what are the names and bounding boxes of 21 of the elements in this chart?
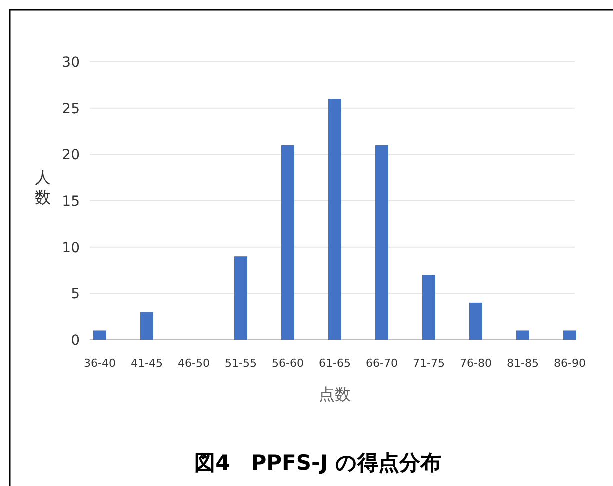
x-tick-label: 61-65: [319, 357, 351, 370]
x-tick-label: 36-40: [84, 357, 116, 370]
x-tick-label: 86-90: [554, 357, 586, 370]
y-tick-label: 10: [62, 240, 80, 256]
x-tick-label: 46-50: [178, 357, 210, 370]
x-tick-label: 66-70: [366, 357, 398, 370]
x-tick-label: 56-60: [272, 357, 304, 370]
y-tick-label: 0: [71, 333, 80, 349]
x-tick-label: 81-85: [507, 357, 539, 370]
x-tick-label: 41-45: [131, 357, 163, 370]
y-tick-label: 15: [62, 194, 80, 210]
y-axis-title: 人数: [35, 168, 51, 207]
x-tick-label: 51-55: [225, 357, 257, 370]
text: 図4 PPFS-J の得点分布: [194, 451, 442, 475]
y-tick-label: 30: [62, 55, 80, 71]
y-tick-label: 5: [71, 286, 80, 303]
y-tick-label: 25: [62, 101, 80, 118]
x-tick-label: 71-75: [413, 357, 445, 370]
x-tick-label: 76-80: [460, 357, 492, 370]
x-axis-title: 点数: [319, 385, 351, 404]
y-tick-label: 20: [62, 148, 80, 164]
